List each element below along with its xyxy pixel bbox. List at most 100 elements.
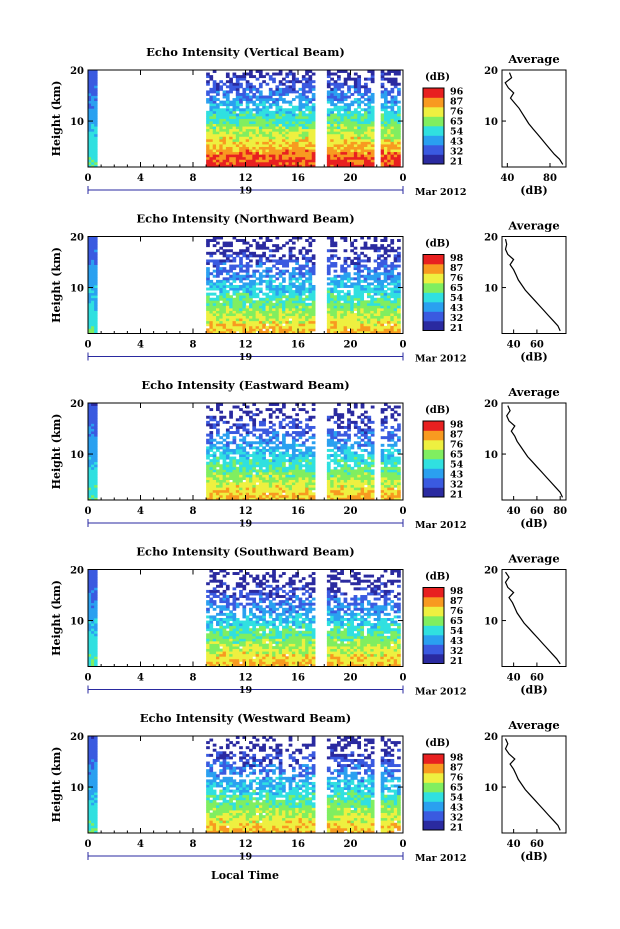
heatmap-cell xyxy=(282,254,286,258)
heatmap-cell xyxy=(212,264,217,268)
heatmap-cell xyxy=(216,108,220,112)
heatmap-cell xyxy=(265,105,270,109)
heatmap-cell xyxy=(340,325,344,329)
heatmap-cell xyxy=(360,318,365,322)
heatmap-cell xyxy=(330,438,335,442)
heatmap-cell xyxy=(278,295,283,299)
heatmap-cell xyxy=(242,318,247,322)
heatmap-cell xyxy=(242,249,247,253)
heatmap-cell xyxy=(229,441,233,445)
heatmap-cell xyxy=(360,443,365,447)
heatmap-cell xyxy=(326,98,331,102)
heatmap-cell xyxy=(301,256,306,260)
heatmap-cell xyxy=(393,292,398,296)
heatmap-cell xyxy=(255,477,260,480)
heatmap-cell xyxy=(370,300,375,304)
heatmap-cell xyxy=(209,474,214,478)
heatmap-cell xyxy=(367,420,372,424)
heatmap-cell xyxy=(212,154,217,158)
heatmap-cell xyxy=(367,115,372,119)
heatmap-cell xyxy=(222,151,227,155)
heatmap-cell xyxy=(94,113,98,117)
heatmap-cell xyxy=(337,484,341,488)
heatmap-cell xyxy=(206,323,210,327)
heatmap-cell xyxy=(265,256,270,260)
heatmap-cell xyxy=(370,479,375,483)
heatmap-cell xyxy=(370,433,375,437)
heatmap-cell xyxy=(245,456,250,460)
heatmap-cell xyxy=(326,256,331,260)
heatmap-cell xyxy=(357,497,362,501)
heatmap-cell xyxy=(363,287,368,291)
heatmap-cell xyxy=(222,146,227,150)
heatmap-cell xyxy=(356,305,361,309)
heatmap-cell xyxy=(209,98,214,102)
heatmap-cell xyxy=(209,161,214,165)
heatmap-cell xyxy=(298,482,303,486)
heatmap-cell xyxy=(305,159,309,163)
heatmap-cell xyxy=(209,471,214,475)
heatmap-cell xyxy=(225,92,230,96)
heatmap-cell xyxy=(255,136,260,140)
heatmap-cell xyxy=(268,431,273,435)
heatmap-cell xyxy=(308,436,313,440)
heatmap-cell xyxy=(360,428,365,432)
heatmap-cell xyxy=(337,438,341,442)
heatmap-cell xyxy=(295,310,299,314)
heatmap-cell xyxy=(219,328,224,332)
heatmap-cell xyxy=(301,441,306,445)
heatmap-cell xyxy=(298,277,303,281)
heatmap-cell xyxy=(383,146,388,150)
heatmap-cell xyxy=(265,236,270,240)
heatmap-cell xyxy=(337,105,341,109)
heatmap-cell xyxy=(255,310,260,314)
heatmap-cell xyxy=(268,118,273,122)
heatmap-cell xyxy=(216,144,220,147)
heatmap-cell xyxy=(242,131,247,135)
heatmap-cell xyxy=(219,133,224,137)
heatmap-cell xyxy=(219,325,224,329)
heatmap-cell xyxy=(288,254,293,258)
heatmap-cell xyxy=(265,489,270,493)
heatmap-cell xyxy=(225,456,230,460)
heatmap-cell xyxy=(308,156,313,160)
heatmap-cell xyxy=(255,451,260,455)
heatmap-cell xyxy=(262,241,266,245)
heatmap-cell xyxy=(206,405,210,409)
heatmap-cell xyxy=(235,239,240,242)
heatmap-cell xyxy=(301,325,306,329)
heatmap-cell xyxy=(298,236,303,240)
heatmap-cell xyxy=(268,290,273,294)
heatmap-cell xyxy=(343,492,348,496)
heatmap-cell xyxy=(393,313,398,317)
heatmap-cell xyxy=(360,433,365,437)
heatmap-cell xyxy=(222,446,227,450)
heatmap-cell xyxy=(206,164,210,168)
heatmap-cell xyxy=(268,489,273,493)
heatmap-cell xyxy=(301,82,306,86)
heatmap-cell xyxy=(353,474,358,478)
heatmap-cell xyxy=(222,482,227,486)
heatmap-cell xyxy=(94,249,98,253)
heatmap-cell xyxy=(94,403,98,406)
heatmap-cell xyxy=(272,325,276,329)
heatmap-cell xyxy=(367,149,372,153)
heatmap-cell xyxy=(258,451,263,455)
heatmap-cell xyxy=(88,282,92,286)
heatmap-cell xyxy=(383,489,388,493)
heatmap-cell xyxy=(350,100,355,104)
heatmap-cell xyxy=(245,128,250,132)
heatmap-cell xyxy=(282,497,286,501)
heatmap-cell xyxy=(330,318,334,322)
heatmap-cell xyxy=(336,328,341,332)
heatmap-cell xyxy=(364,92,368,96)
heatmap-cell xyxy=(301,264,306,268)
heatmap-cell xyxy=(285,477,290,480)
heatmap-cell xyxy=(295,328,299,332)
heatmap-cell xyxy=(262,497,266,501)
heatmap-cell xyxy=(242,438,247,442)
heatmap-cell xyxy=(326,80,331,84)
heatmap-cell xyxy=(268,77,273,81)
heatmap-cell xyxy=(278,307,283,311)
heatmap-cell xyxy=(209,484,214,488)
